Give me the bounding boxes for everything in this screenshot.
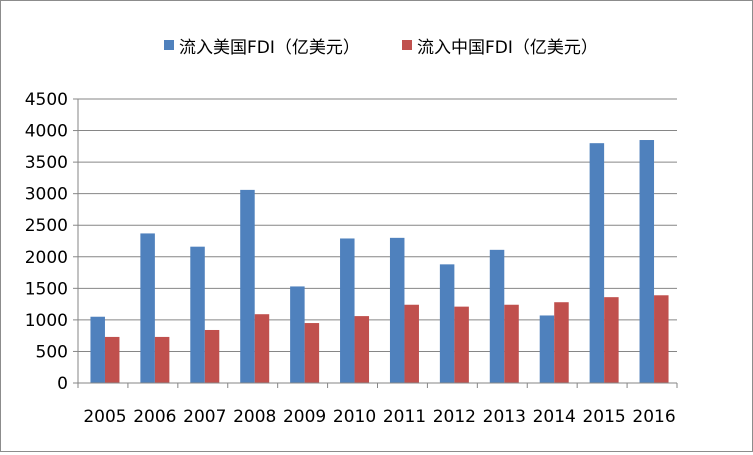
x-tick-label: 2008 bbox=[233, 407, 276, 427]
bar-usa-2005 bbox=[90, 316, 105, 383]
x-tick-label: 2013 bbox=[483, 407, 526, 427]
x-tick-label: 2014 bbox=[533, 407, 576, 427]
x-tick-label: 2011 bbox=[383, 407, 426, 427]
bar-china-2005 bbox=[104, 336, 120, 383]
bar-china-2012 bbox=[454, 306, 469, 383]
x-tick-label: 2009 bbox=[283, 407, 326, 427]
legend: 流入美国FDI（亿美元） 流入中国FDI（亿美元） bbox=[164, 38, 598, 58]
y-tick-label: 500 bbox=[36, 342, 68, 362]
y-axis: 0 500 1000 1500 2000 2500 3000 3500 4000 4500 bbox=[25, 90, 79, 394]
x-tick-label: 2012 bbox=[433, 407, 476, 427]
y-tick-label: 0 bbox=[57, 374, 68, 394]
bar-china-2016 bbox=[654, 295, 669, 383]
x-tick-label: 2010 bbox=[333, 407, 376, 427]
bar-usa-2014 bbox=[539, 315, 555, 383]
legend-label-china: 流入中国FDI（亿美元） bbox=[417, 38, 598, 58]
y-tick-label: 2500 bbox=[25, 216, 68, 236]
x-tick-label: 2005 bbox=[83, 407, 126, 427]
bar-china-2015 bbox=[604, 297, 619, 383]
x-tick-label: 2015 bbox=[582, 407, 625, 427]
x-tick-label: 2007 bbox=[183, 407, 226, 427]
y-tick-label: 3000 bbox=[25, 185, 68, 205]
bar-usa-2015 bbox=[589, 143, 605, 383]
bar-usa-2016 bbox=[639, 140, 655, 383]
bars bbox=[90, 140, 669, 383]
bar-china-2008 bbox=[254, 314, 270, 383]
bar-usa-2013 bbox=[489, 249, 505, 383]
bar-usa-2009 bbox=[290, 286, 305, 383]
x-tick-label: 2006 bbox=[133, 407, 176, 427]
bar-china-2007 bbox=[204, 329, 220, 383]
bar-china-2009 bbox=[304, 323, 320, 383]
x-tick-label: 2016 bbox=[632, 407, 675, 427]
legend-swatch-china bbox=[402, 40, 412, 50]
bar-usa-2011 bbox=[389, 237, 405, 383]
bar-china-2011 bbox=[404, 304, 419, 383]
y-tick-label: 2000 bbox=[25, 248, 68, 268]
y-tick-label: 4000 bbox=[25, 122, 68, 142]
y-tick-label: 1000 bbox=[25, 311, 68, 331]
bar-china-2014 bbox=[554, 302, 569, 383]
y-tick-label: 3500 bbox=[25, 153, 68, 173]
bar-china-2010 bbox=[354, 316, 370, 383]
legend-swatch-usa bbox=[164, 40, 174, 50]
y-tick-label: 1500 bbox=[25, 279, 68, 299]
bar-usa-2010 bbox=[340, 238, 355, 383]
legend-label-usa: 流入美国FDI（亿美元） bbox=[179, 38, 360, 58]
bar-usa-2006 bbox=[140, 233, 155, 383]
bar-china-2006 bbox=[154, 336, 170, 383]
bar-china-2013 bbox=[504, 304, 519, 383]
bar-usa-2007 bbox=[190, 246, 205, 383]
bar-usa-2012 bbox=[439, 264, 455, 383]
bar-usa-2008 bbox=[240, 189, 255, 383]
gridlines bbox=[78, 98, 677, 384]
x-axis: 2005 2006 2007 2008 2009 2010 2011 2012 2013 2014… bbox=[77, 382, 678, 427]
y-tick-label: 4500 bbox=[25, 90, 68, 110]
